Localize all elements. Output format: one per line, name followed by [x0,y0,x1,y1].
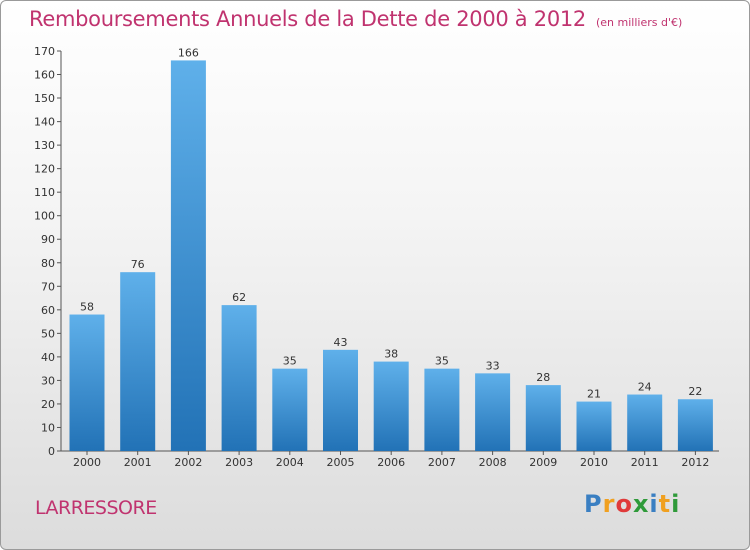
logo-letter: x [632,490,650,518]
y-tick-label: 120 [34,163,55,176]
x-tick-label: 2002 [174,456,202,469]
bar [323,349,358,451]
chart-title: Remboursements Annuels de la Dette de 20… [29,7,683,31]
x-tick-label: 2006 [377,456,405,469]
chart-subtitle: (en milliers d'€) [596,16,683,29]
bar-value-label: 22 [688,385,702,398]
logo-letter: r [602,490,616,518]
proxiti-logo: Proxiti [584,490,680,518]
x-tick-label: 2010 [580,456,608,469]
bar-value-label: 43 [334,336,348,349]
x-tick-label: 2004 [276,456,304,469]
bar-value-label: 35 [283,355,297,368]
logo-letter: i [649,490,659,518]
x-tick-label: 2009 [529,456,557,469]
bar-value-label: 24 [638,381,652,394]
y-tick-label: 80 [41,257,55,270]
y-tick-label: 20 [41,398,55,411]
x-tick-label: 2003 [225,456,253,469]
bar [69,314,105,451]
x-tick-label: 2000 [73,456,101,469]
y-tick-label: 60 [41,304,55,317]
bar-value-label: 166 [178,46,199,59]
x-tick-label: 2005 [327,456,355,469]
logo-letter: i [671,490,681,518]
y-tick-label: 100 [34,210,55,223]
bar [525,385,561,451]
bar-value-label: 58 [80,301,94,314]
y-tick-label: 90 [41,233,55,246]
y-tick-label: 0 [48,445,55,458]
bar-value-label: 28 [536,371,550,384]
y-tick-label: 50 [41,327,55,340]
y-tick-label: 160 [34,69,55,82]
bar [576,401,612,451]
bar [424,368,460,451]
x-tick-label: 2011 [631,456,659,469]
y-tick-label: 150 [34,92,55,105]
bar [627,394,663,451]
x-tick-label: 2008 [479,456,507,469]
y-tick-label: 110 [34,186,55,199]
y-tick-label: 140 [34,116,55,129]
x-tick-label: 2007 [428,456,456,469]
bar [677,399,713,451]
y-tick-label: 10 [41,421,55,434]
y-tick-label: 70 [41,280,55,293]
bar-value-label: 21 [587,388,601,401]
bar [373,361,409,451]
bar [170,60,206,451]
y-tick-label: 30 [41,374,55,387]
bar-value-label: 38 [384,348,398,361]
y-tick-label: 170 [34,45,55,58]
x-tick-label: 2012 [681,456,709,469]
bar-value-label: 76 [131,258,145,271]
logo-letter: P [584,490,603,518]
logo-letter: o [615,490,633,518]
place-name: LARRESSORE [35,497,157,519]
logo-letter: t [658,490,672,518]
bar-value-label: 33 [486,359,500,372]
bar [272,368,308,451]
x-tick-label: 2001 [124,456,152,469]
y-tick-label: 40 [41,351,55,364]
y-tick-label: 130 [34,139,55,152]
bar [475,373,511,451]
bar [120,272,156,451]
bar-value-label: 62 [232,291,246,304]
bar-value-label: 35 [435,355,449,368]
bar [221,305,257,451]
